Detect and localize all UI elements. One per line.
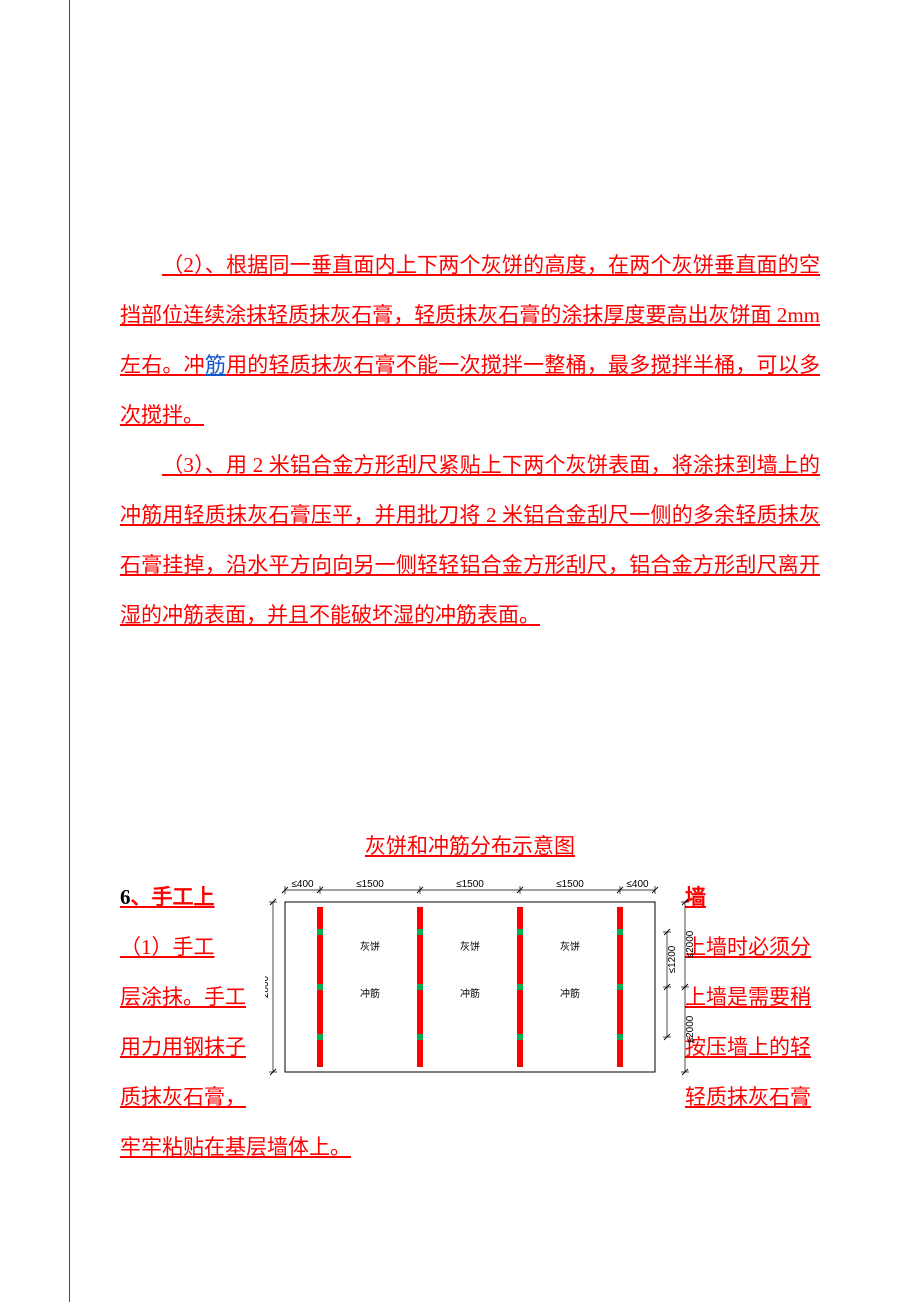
diagram-caption: 灰饼和冲筋分布示意图 <box>120 830 820 860</box>
paragraph-3: （3）、用 2 米铝合金方形刮尺紧贴上下两个灰饼表面，将涂抹到墙上的冲筋用轻质抹… <box>120 440 820 640</box>
svg-text:灰饼: 灰饼 <box>560 940 580 953</box>
sec6-title-text: 、手工上 <box>131 885 215 909</box>
sec6-l3-right: 按压墙上的轻 <box>685 1022 820 1072</box>
sec6-l1-right: 上墙时必须分 <box>685 922 820 972</box>
svg-text:≤1500: ≤1500 <box>456 879 484 890</box>
svg-text:冲筋: 冲筋 <box>360 987 380 1000</box>
p3-text: （3）、用 2 米铝合金方形刮尺紧贴上下两个灰饼表面，将涂抹到墙上的冲筋用轻质抹… <box>120 453 820 627</box>
sec6-l4-left: 质抹灰石膏， <box>120 1072 250 1122</box>
svg-text:≤400: ≤400 <box>291 879 314 890</box>
sec6-l3-left: 用力用钢抹子 <box>120 1022 250 1072</box>
sec6-title-left: 6、手工上 <box>120 872 250 922</box>
svg-text:≤1500: ≤1500 <box>356 879 384 890</box>
p2-blue-word: 筋 <box>205 353 226 377</box>
diagram: ≤400 ≤1500 ≤1500 ≤1500 ≤400 2800 ≤1200 ≤2000 ≤20… <box>265 872 695 1092</box>
svg-text:≤2000: ≤2000 <box>685 1015 695 1043</box>
svg-text:≤400: ≤400 <box>626 879 649 890</box>
sec6-l2-right: 上墙是需要稍 <box>685 972 820 1022</box>
svg-text:灰饼: 灰饼 <box>360 940 380 953</box>
svg-text:灰饼: 灰饼 <box>460 940 480 953</box>
svg-text:冲筋: 冲筋 <box>460 987 480 1000</box>
sec6-l2-left: 层涂抹。手工 <box>120 972 250 1022</box>
sec6-number: 6 <box>120 885 131 909</box>
vertical-rule <box>69 0 70 1302</box>
sec6-title-right: 墙 <box>685 872 820 922</box>
sec6-l5: 牢牢粘贴在基层墙体上。 <box>120 1122 351 1172</box>
sec6-l4-right: 轻质抹灰石膏 <box>685 1072 820 1122</box>
document-body: （2）、根据同一垂直面内上下两个灰饼的高度，在两个灰饼垂直面的空挡部位连续涂抹轻… <box>120 240 820 1172</box>
sec6-l1-left: （1）手工 <box>120 922 250 972</box>
svg-text:冲筋: 冲筋 <box>560 987 580 1000</box>
svg-text:2800: 2800 <box>265 975 271 998</box>
section-6-wrap: 6、手工上 墙 （1）手工 上墙时必须分 层涂抹。手工 上墙是需要稍 用力用钢抹… <box>120 872 820 1172</box>
svg-text:≤1500: ≤1500 <box>556 879 584 890</box>
paragraph-2: （2）、根据同一垂直面内上下两个灰饼的高度，在两个灰饼垂直面的空挡部位连续涂抹轻… <box>120 240 820 440</box>
svg-text:≤1200: ≤1200 <box>667 945 678 973</box>
svg-text:≤2000: ≤2000 <box>685 930 695 958</box>
